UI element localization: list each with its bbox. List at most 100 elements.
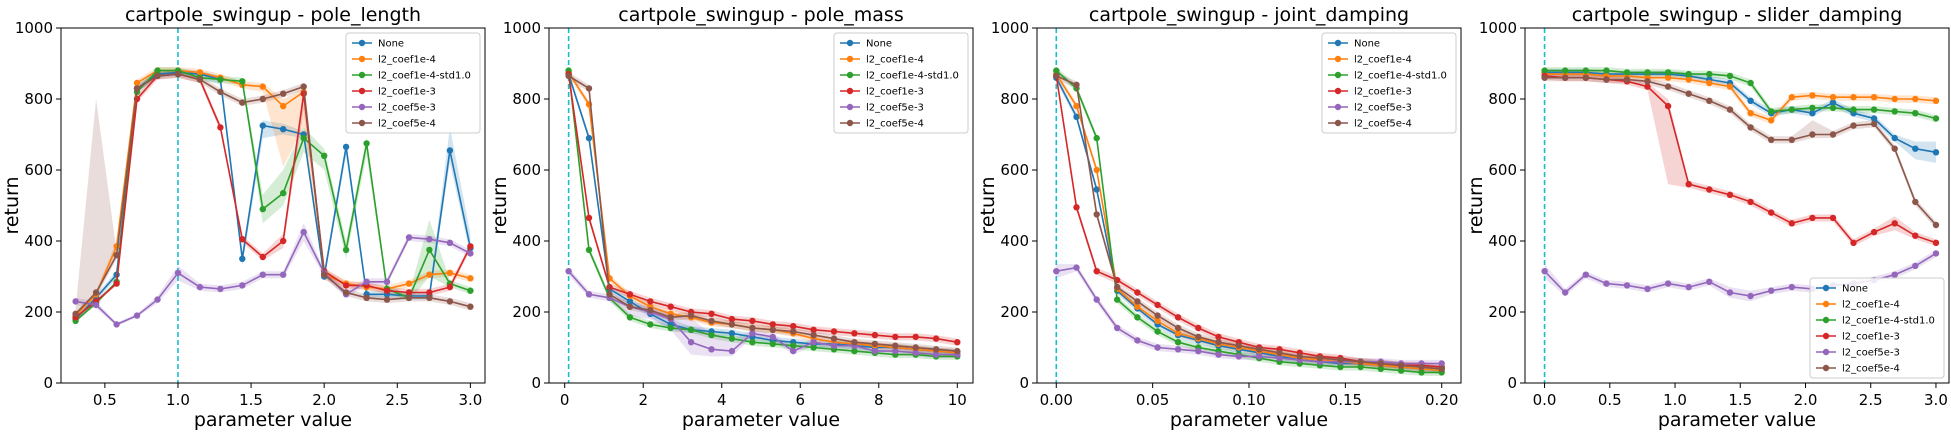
data-point [280,126,287,133]
data-point [1093,186,1100,193]
data-point [1195,333,1202,341]
data-point [1134,298,1141,305]
data-point [1276,349,1283,356]
series-line-l2_coef1e-4 [1544,73,1937,122]
data-point [1215,351,1222,358]
legend-frame [833,32,969,134]
data-point [426,246,433,254]
data-point [239,99,246,106]
data-point [1418,369,1425,376]
legend-entry: l2_coef1e-4-std1.0 [1354,71,1447,82]
data-point [1073,264,1080,271]
data-point [1747,97,1754,105]
data-point [749,330,756,337]
data-point [1235,342,1243,349]
data-point [565,72,572,80]
data-point [1195,347,1202,355]
data-point [769,333,776,341]
data-point [1377,360,1385,367]
legend-marker [846,103,854,111]
data-point [708,317,715,325]
data-point [1829,99,1837,106]
chart-title: cartpole_swingup - pole_mass [618,4,903,26]
data-point [1664,83,1672,90]
data-point [1256,353,1263,360]
legend-marker [846,87,854,95]
data-point [1134,303,1141,310]
data-point [830,335,838,342]
data-point [342,282,350,289]
data-point [1073,81,1080,89]
x-tick-label: 0 [560,391,570,409]
data-point [1685,70,1692,78]
data-point [1685,76,1692,83]
series-line-l2_coef5e-4 [568,75,958,352]
data-point [1932,97,1940,105]
y-tick-label: 200 [1488,303,1517,321]
data-point [1337,356,1344,364]
data-point [1154,312,1161,319]
data-point [1134,314,1141,321]
data-point [113,280,120,287]
plot-frame [1524,27,1950,384]
data-point [1747,124,1754,131]
data-point [1706,79,1713,87]
data-point [196,283,204,291]
data-point [1134,337,1141,344]
data-point [1644,69,1651,76]
data-point [467,287,474,294]
x-tick-label: 2.0 [1794,391,1818,409]
data-point [687,339,695,346]
data-point [1276,354,1283,362]
data-point [1706,186,1713,193]
data-point [239,255,246,262]
data-point [1932,115,1940,122]
data-point [1154,328,1161,335]
data-point [626,314,634,321]
legend-entry: l2_coef5e-4 [866,119,924,130]
data-point [280,102,287,110]
chart-panel-2: 0 2 4 6 8 10 0 200 400 600 800 1000 cartpole_swingup… [489,4,974,431]
data-point [1377,365,1385,372]
data-point [1215,333,1222,341]
data-point [585,291,593,298]
plot-frame [60,27,486,384]
data-point [871,340,879,348]
data-point [259,253,266,261]
data-point [1891,220,1898,227]
data-point [1256,346,1263,353]
data-point [72,298,79,305]
y-tick-label: 0 [531,374,541,392]
data-point [1747,110,1754,117]
data-point [790,323,797,330]
data-point [1685,181,1692,188]
y-tick-label: 0 [1507,374,1517,392]
data-point [1788,220,1796,227]
data-point [1235,353,1243,360]
data-point [871,331,879,339]
x-tick-label: 2.5 [1859,391,1883,409]
data-point [954,339,961,346]
data-point [92,289,100,296]
data-point [708,331,715,339]
chart-panel-3: 0.00 0.05 0.10 0.15 0.20 0 200 400 600 800 1000 car… [977,4,1462,431]
data-point [1829,131,1837,138]
data-point [239,78,246,85]
data-point [133,85,141,92]
series-line-l2_coef1e-4-std1.0 [567,70,958,358]
legend-marker [846,71,854,79]
legend-entry: l2_coef1e-4 [378,55,436,66]
x-tick-label: 1.0 [1663,391,1687,409]
data-point [606,291,613,298]
data-point [467,275,474,282]
data-point [363,294,370,301]
y-tick-label: 600 [1000,161,1029,179]
data-point [1154,301,1161,309]
data-point [113,321,120,328]
data-point [1726,289,1734,296]
x-tick-label: 0.15 [1329,391,1362,409]
y-tick-label: 1000 [15,19,53,37]
x-tick-label: 0.0 [1533,391,1557,409]
legend-entry: l2_coef1e-4-std1.0 [866,71,959,82]
y-tick-label: 0 [43,374,53,392]
